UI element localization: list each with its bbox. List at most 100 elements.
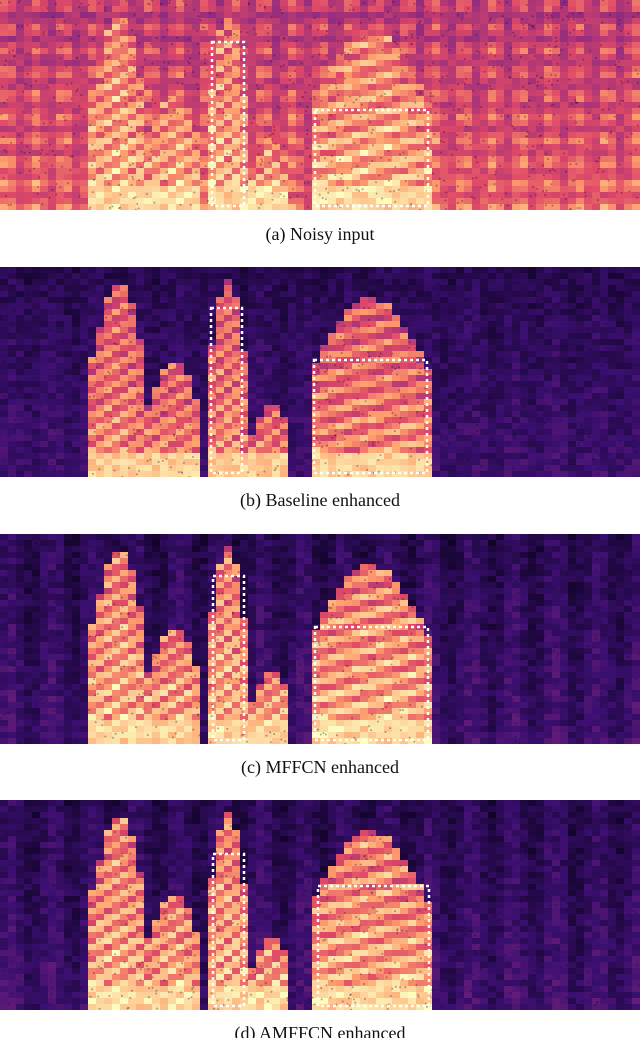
spectrogram-cell (200, 417, 208, 423)
spectrogram-cell (256, 30, 264, 36)
spectrogram-cell (192, 465, 200, 471)
spectrogram-speckle (474, 155, 477, 158)
spectrogram-cell (56, 156, 64, 162)
spectrogram-cell (264, 405, 272, 411)
spectrogram-cell (104, 471, 112, 477)
spectrogram-cell (544, 108, 552, 114)
spectrogram-cell (168, 96, 176, 102)
spectrogram-cell (432, 24, 440, 30)
spectrogram-cell (112, 441, 120, 447)
spectrogram-speckle (313, 85, 316, 88)
spectrogram-speckle (457, 160, 460, 163)
spectrogram-speckle (450, 153, 453, 156)
spectrogram-cell (136, 441, 144, 447)
spectrogram-cell (272, 168, 280, 174)
spectrogram-cell (136, 180, 144, 186)
spectrogram-cell (264, 471, 272, 477)
spectrogram-speckle (489, 84, 491, 87)
spectrogram-cell (112, 180, 120, 186)
spectrogram-cell (32, 357, 40, 363)
spectrogram-cell (8, 186, 16, 192)
spectrogram-speckle (536, 80, 539, 83)
spectrogram-cell (64, 339, 72, 345)
spectrogram-cell (424, 96, 432, 102)
spectrogram-cell (192, 381, 200, 387)
spectrogram-cell (128, 192, 136, 198)
spectrogram-cell (560, 132, 568, 138)
spectrogram-cell (8, 24, 16, 30)
spectrogram-cell (560, 12, 568, 18)
spectrogram-cell (240, 279, 248, 285)
spectrogram-speckle (74, 124, 77, 126)
spectrogram-cell (88, 369, 96, 375)
spectrogram-cell (512, 90, 520, 96)
spectrogram-speckle (257, 87, 260, 90)
spectrogram-cell (168, 144, 176, 150)
spectrogram-cell (552, 96, 560, 102)
spectrogram-cell (184, 48, 192, 54)
spectrogram-cell (200, 375, 208, 381)
spectrogram-cell (376, 180, 384, 186)
spectrogram-cell (280, 417, 288, 423)
spectrogram-cell (520, 138, 528, 144)
spectrogram-cell (496, 42, 504, 48)
spectrogram-cell (80, 156, 88, 162)
spectrogram-cell (88, 405, 96, 411)
spectrogram-cell (280, 174, 288, 180)
spectrogram-speckle (36, 192, 39, 195)
spectrogram-speckle (301, 95, 304, 98)
spectrogram-cell (16, 84, 24, 90)
spectrogram-speckle (293, 69, 296, 72)
spectrogram-speckle (59, 186, 62, 189)
spectrogram-cell (632, 174, 640, 180)
spectrogram-cell (560, 60, 568, 66)
spectrogram-cell (16, 12, 24, 18)
spectrogram-cell (128, 168, 136, 174)
spectrogram-cell (24, 387, 32, 393)
spectrogram-cell (160, 363, 168, 369)
spectrogram-cell (632, 48, 640, 54)
spectrogram-cell (168, 120, 176, 126)
spectrogram-cell (208, 363, 216, 369)
spectrogram-cell (168, 285, 176, 291)
spectrogram-cell (480, 192, 488, 198)
spectrogram-cell (184, 24, 192, 30)
spectrogram-cell (96, 132, 104, 138)
spectrogram-cell (24, 357, 32, 363)
spectrogram-speckle (524, 115, 526, 118)
spectrogram-cell (624, 30, 632, 36)
spectrogram-cell (136, 192, 144, 198)
spectrogram-cell (80, 102, 88, 108)
spectrogram-speckle (131, 29, 133, 32)
spectrogram-cell (456, 120, 464, 126)
spectrogram-speckle (622, 99, 625, 102)
spectrogram-cell (40, 156, 48, 162)
spectrogram-cell (120, 267, 128, 273)
spectrogram-cell (320, 36, 328, 42)
spectrogram-cell (32, 297, 40, 303)
spectrogram-cell (88, 108, 96, 114)
spectrogram-cell (520, 114, 528, 120)
spectrogram-cell (72, 405, 80, 411)
spectrogram-cell (136, 417, 144, 423)
spectrogram-cell (96, 204, 104, 210)
spectrogram-cell (536, 78, 544, 84)
spectrogram-cell (408, 114, 416, 120)
spectrogram-speckle (620, 80, 622, 83)
spectrogram-cell (512, 174, 520, 180)
spectrogram-cell (152, 363, 160, 369)
spectrogram-cell (232, 387, 240, 393)
spectrogram-speckle (402, 151, 405, 154)
spectrogram-cell (8, 369, 16, 375)
spectrogram-speckle (236, 148, 239, 151)
spectrogram-cell (144, 72, 152, 78)
spectrogram-cell (272, 291, 280, 297)
spectrogram-cell (384, 96, 392, 102)
spectrogram-cell (504, 114, 512, 120)
spectrogram-cell (248, 156, 256, 162)
spectrogram-cell (192, 285, 200, 291)
spectrogram-speckle (498, 164, 501, 167)
spectrogram-cell (496, 126, 504, 132)
spectrogram-speckle (158, 67, 161, 70)
spectrogram-cell (240, 168, 248, 174)
